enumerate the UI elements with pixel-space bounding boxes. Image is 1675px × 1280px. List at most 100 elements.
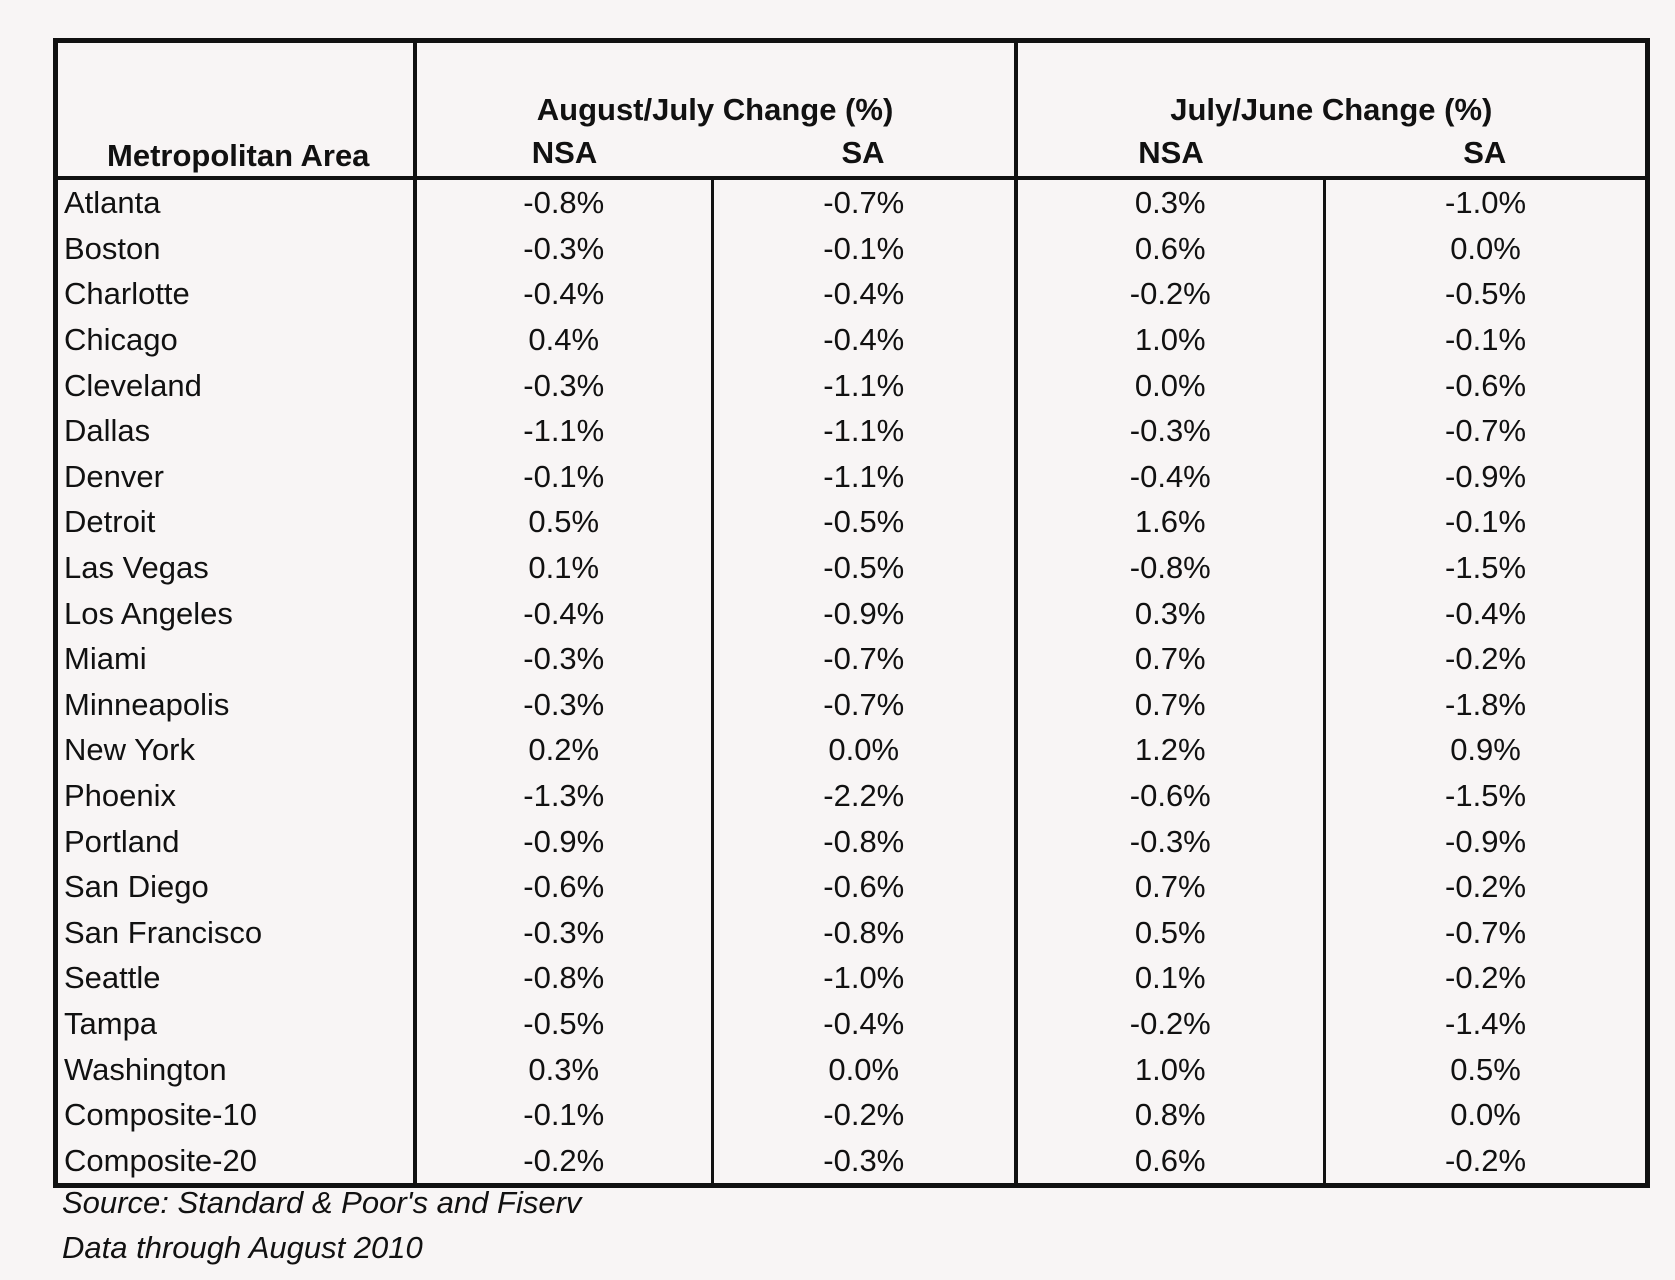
aug-jul-sa-cell: -0.5% [712,499,1018,545]
metro-area-cell: Phoenix [55,772,417,819]
jul-jun-sa-cell: -0.2% [1445,1142,1527,1178]
metro-area-cell: Denver [55,453,417,500]
data-table-container: Metropolitan Area August/July Change (%)… [53,38,1651,1189]
jul-jun-nsa-cell: 1.0% [1015,316,1327,363]
jul-jun-nsa-cell: 1.6% [1015,499,1327,545]
jul-jun-sa-cell: -0.4% [1445,595,1527,631]
aug-jul-sa-cell: -0.5% [712,544,1018,591]
metro-area-cell: New York [55,727,417,773]
header-jul-jun-nsa: NSA [1015,130,1325,180]
metro-area-cell: Detroit [55,499,417,545]
jul-jun-nsa-cell: -0.4% [1015,453,1327,500]
table-row: Miami -0.3% -0.7% 0.7% -0.2% [55,635,1648,682]
table-row: Minneapolis -0.3% -0.7% 0.7% -1.8% [55,681,1648,728]
aug-jul-nsa-cell: -0.3% [414,225,714,272]
metro-area-cell: Cleveland [55,362,417,408]
header-august-july-change: August/July Change (%) [414,40,1018,130]
aug-jul-sa-cell: -0.3% [712,1137,1018,1186]
aug-jul-nsa-cell: -0.3% [414,635,714,682]
jul-jun-sa-cell: -1.5% [1445,778,1527,814]
table-row: New York 0.2% 0.0% 1.2% 0.9% [55,727,1648,773]
jul-jun-sa-cell: -0.7% [1445,413,1527,449]
aug-jul-nsa-cell: -0.4% [414,590,714,636]
aug-jul-nsa-cell: -0.6% [414,863,714,910]
aug-jul-nsa-cell: 0.3% [414,1046,714,1092]
metro-area-cell: Las Vegas [55,544,417,591]
table-row: Boston -0.3% -0.1% 0.6% 0.0% [55,225,1648,272]
jul-jun-sa-cell: -0.2% [1445,641,1527,677]
aug-jul-nsa-cell: -0.2% [414,1137,714,1186]
jul-jun-nsa-cell: 0.8% [1015,1091,1327,1138]
aug-jul-sa-cell: -0.2% [712,1091,1018,1138]
jul-jun-nsa-cell: 1.0% [1015,1046,1327,1092]
metro-area-cell: Composite-20 [55,1137,417,1186]
metro-change-table: Metropolitan Area August/July Change (%)… [53,38,1651,1189]
metro-area-cell: Minneapolis [55,681,417,728]
aug-jul-nsa-cell: 0.1% [414,544,714,591]
aug-jul-nsa-cell: -0.5% [414,1000,714,1047]
aug-jul-sa-cell: 0.0% [712,1046,1018,1092]
jul-jun-sa-cell: -0.2% [1445,869,1527,905]
jul-jun-nsa-cell: -0.8% [1015,544,1327,591]
aug-jul-sa-cell: -0.9% [712,590,1018,636]
jul-jun-sa-cell: -1.8% [1445,686,1527,722]
aug-jul-nsa-cell: -1.3% [414,772,714,819]
table-row: Detroit 0.5% -0.5% 1.6% -0.1% [55,499,1648,545]
aug-jul-sa-cell: -1.1% [712,407,1018,454]
aug-jul-nsa-cell: -1.1% [414,407,714,454]
aug-jul-sa-cell: -0.7% [712,635,1018,682]
aug-jul-nsa-cell: -0.3% [414,362,714,408]
jul-jun-sa-cell: -1.5% [1445,550,1527,586]
jul-jun-nsa-cell: -0.2% [1015,271,1327,317]
table-row: Phoenix -1.3% -2.2% -0.6% -1.5% [55,772,1648,819]
header-jul-jun-sa: SA [1324,130,1648,180]
jul-jun-nsa-cell: 0.3% [1015,590,1327,636]
aug-jul-sa-cell: 0.0% [712,727,1018,773]
table-row: Washington 0.3% 0.0% 1.0% 0.5% [55,1046,1648,1092]
aug-jul-sa-cell: -1.0% [712,955,1018,1001]
jul-jun-sa-cell: -1.0% [1445,185,1527,221]
metro-area-cell: Seattle [55,955,417,1001]
aug-jul-nsa-cell: -0.3% [414,681,714,728]
metro-area-cell: San Francisco [55,909,417,956]
table-row: Cleveland -0.3% -1.1% 0.0% -0.6% [55,362,1648,408]
jul-jun-sa-cell: 0.9% [1450,732,1521,768]
metro-area-cell: Composite-10 [55,1091,417,1138]
aug-jul-sa-cell: -0.4% [712,1000,1018,1047]
aug-jul-nsa-cell: -0.8% [414,178,714,226]
table-row: Charlotte -0.4% -0.4% -0.2% -0.5% [55,271,1648,317]
table-row: San Diego -0.6% -0.6% 0.7% -0.2% [55,863,1648,910]
metro-area-cell: Tampa [55,1000,417,1047]
table-row: Denver -0.1% -1.1% -0.4% -0.9% [55,453,1648,500]
aug-jul-sa-cell: -0.8% [712,909,1018,956]
metro-area-cell: Boston [55,225,417,272]
jul-jun-nsa-cell: -0.3% [1015,407,1327,454]
table-row: Atlanta -0.8% -0.7% 0.3% -1.0% [55,178,1648,226]
table-body: Atlanta -0.8% -0.7% 0.3% -1.0% Boston -0.3% -0.… [55,178,1648,1186]
jul-jun-sa-cell: -0.1% [1445,322,1527,358]
header-metropolitan-area: Metropolitan Area [55,40,417,180]
metro-area-cell: Charlotte [55,271,417,317]
aug-jul-nsa-cell: 0.2% [414,727,714,773]
metro-area-cell: Chicago [55,316,417,363]
jul-jun-nsa-cell: -0.3% [1015,818,1327,864]
table-row: Seattle -0.8% -1.0% 0.1% -0.2% [55,955,1648,1001]
aug-jul-sa-cell: -0.8% [712,818,1018,864]
metro-area-cell: Washington [55,1046,417,1092]
aug-jul-sa-cell: -0.7% [712,178,1018,226]
metro-area-cell: San Diego [55,863,417,910]
data-through-note: Data through August 2010 [62,1230,423,1265]
aug-jul-sa-cell: -1.1% [712,453,1018,500]
jul-jun-nsa-cell: 1.2% [1015,727,1327,773]
header-aug-jul-nsa: NSA [414,130,713,180]
table-row: Dallas -1.1% -1.1% -0.3% -0.7% [55,407,1648,454]
jul-jun-nsa-cell: -0.2% [1015,1000,1327,1047]
aug-jul-nsa-cell: -0.1% [414,453,714,500]
table-row: Portland -0.9% -0.8% -0.3% -0.9% [55,818,1648,864]
jul-jun-nsa-cell: -0.6% [1015,772,1327,819]
jul-jun-sa-cell: -0.9% [1445,458,1527,494]
jul-jun-sa-cell: -0.9% [1445,823,1527,859]
aug-jul-sa-cell: -1.1% [712,362,1018,408]
jul-jun-nsa-cell: 0.6% [1015,1137,1327,1186]
aug-jul-nsa-cell: -0.4% [414,271,714,317]
